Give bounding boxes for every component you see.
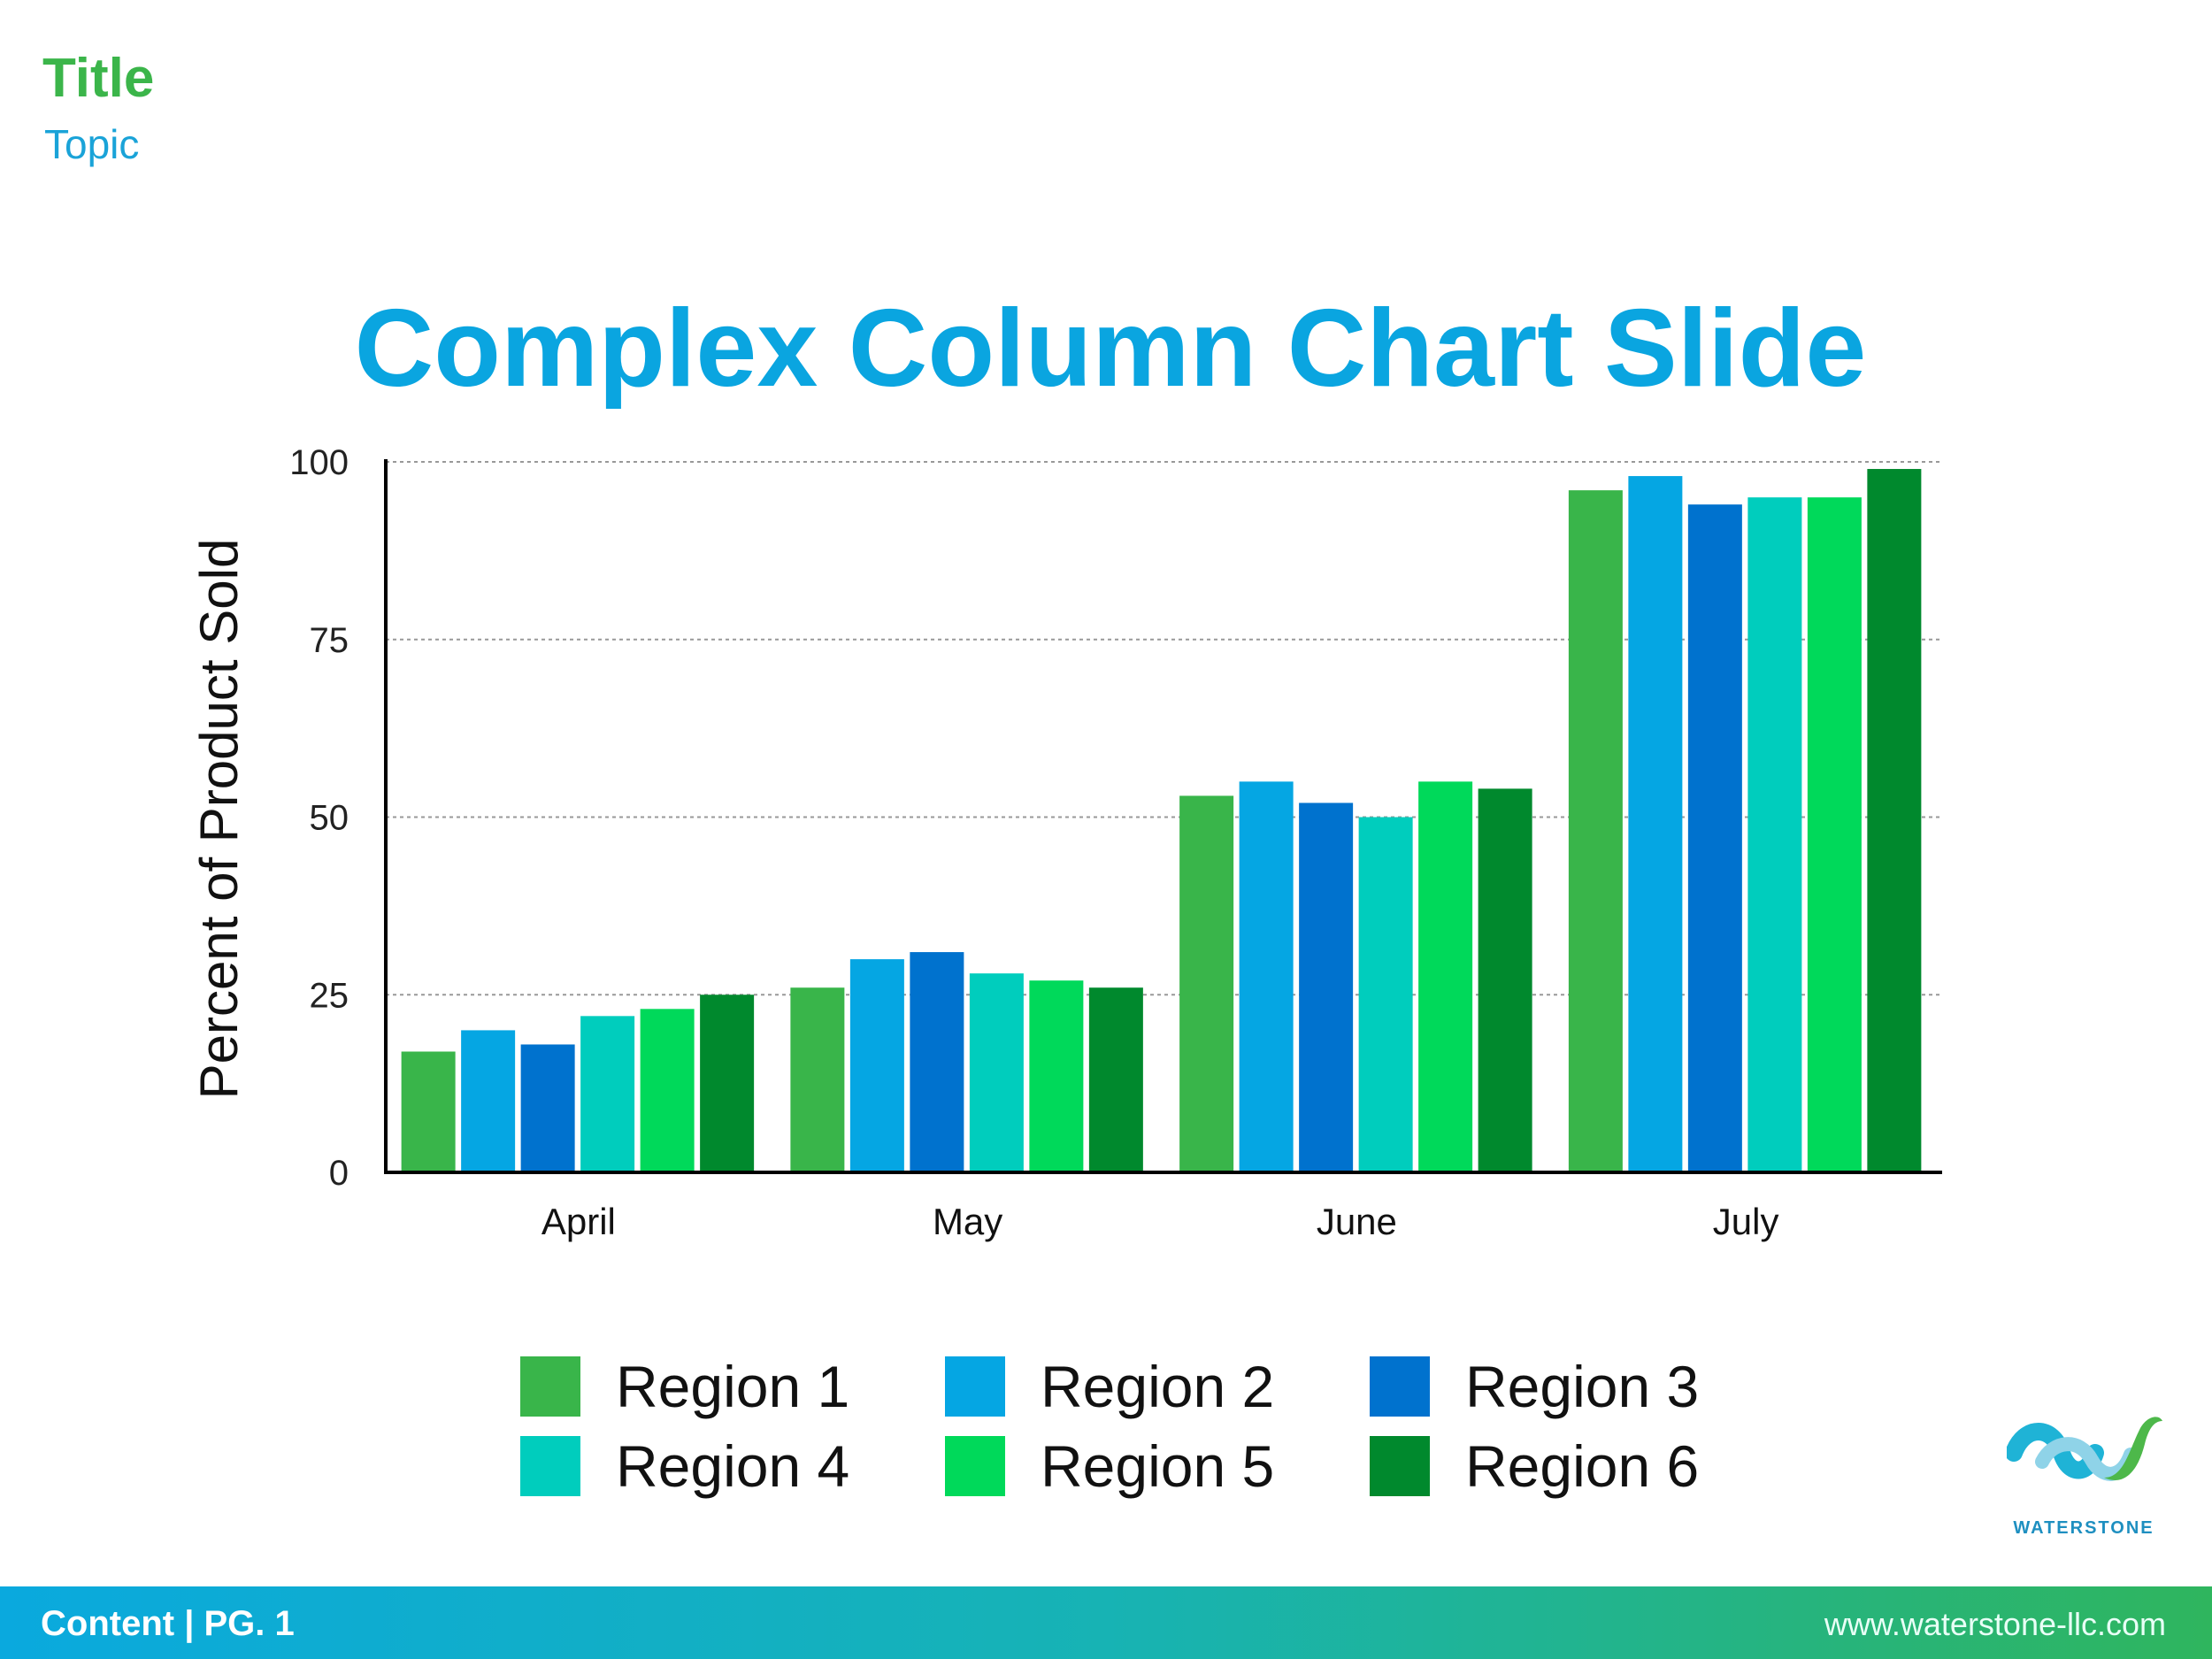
bar-region-6-june xyxy=(1478,788,1532,1172)
legend-swatch xyxy=(520,1436,580,1496)
bar-region-1-may xyxy=(790,987,845,1172)
legend-swatch xyxy=(520,1356,580,1417)
x-tick-label: April xyxy=(541,1201,616,1242)
x-tick-label: June xyxy=(1317,1201,1397,1242)
x-tick-label: May xyxy=(933,1201,1002,1242)
bar-region-3-june xyxy=(1299,803,1354,1172)
legend-label: Region 4 xyxy=(616,1433,850,1499)
y-tick-label: 0 xyxy=(329,1154,349,1193)
legend-label: Region 6 xyxy=(1465,1433,1700,1499)
chart-legend: Region 1 Region 2 Region 3 Region 4 Region 5… xyxy=(520,1356,1803,1506)
column-chart: 0 25 50 75 100 April May June July Percent of Pro… xyxy=(189,443,1942,1242)
bar-region-4-may xyxy=(969,973,1024,1172)
bar-region-2-may xyxy=(849,959,904,1172)
bar-region-5-may xyxy=(1029,980,1084,1172)
waterstone-logo xyxy=(2007,1417,2162,1481)
bar-region-3-april xyxy=(520,1044,575,1172)
footer-page-label: Content | PG. 1 xyxy=(41,1604,295,1643)
logo-text: WATERSTONE xyxy=(2013,1518,2154,1538)
bar-region-2-april xyxy=(461,1030,516,1172)
bar-region-3-july xyxy=(1687,504,1742,1172)
bar-region-3-may xyxy=(910,952,964,1172)
legend-label: Region 5 xyxy=(1041,1433,1275,1499)
legend-item: Region 1 xyxy=(520,1356,849,1417)
legend-swatch xyxy=(945,1436,1005,1496)
bar-region-5-july xyxy=(1807,497,1862,1172)
footer-bar: Content | PG. 1 www.waterstone-llc.com xyxy=(0,1586,2212,1659)
bar-region-1-july xyxy=(1568,490,1623,1172)
bar-region-6-july xyxy=(1867,469,1922,1172)
legend-label: Region 3 xyxy=(1465,1354,1700,1419)
legend-label: Region 1 xyxy=(616,1354,850,1419)
x-tick-label: July xyxy=(1713,1201,1779,1242)
y-tick-label: 50 xyxy=(310,799,349,838)
legend-item: Region 5 xyxy=(945,1435,1274,1497)
legend-label: Region 2 xyxy=(1041,1354,1275,1419)
legend-swatch xyxy=(1370,1356,1430,1417)
legend-item: Region 4 xyxy=(520,1435,849,1497)
y-tick-label: 100 xyxy=(289,443,349,482)
legend-swatch xyxy=(1370,1436,1430,1496)
bar-region-6-may xyxy=(1088,987,1143,1172)
y-tick-label: 75 xyxy=(310,621,349,660)
header-title: Title xyxy=(42,48,155,109)
bar-region-5-april xyxy=(640,1009,695,1172)
y-tick-label: 25 xyxy=(310,976,349,1015)
bar-region-5-june xyxy=(1418,781,1473,1172)
header-topic: Topic xyxy=(44,121,140,167)
bar-region-6-april xyxy=(700,995,755,1172)
legend-swatch xyxy=(945,1356,1005,1417)
bar-region-4-june xyxy=(1358,817,1413,1172)
bar-region-4-july xyxy=(1747,497,1802,1172)
legend-item: Region 3 xyxy=(1370,1356,1699,1417)
legend-item: Region 2 xyxy=(945,1356,1274,1417)
bar-region-1-june xyxy=(1179,795,1234,1172)
bar-region-2-july xyxy=(1628,476,1683,1172)
bar-region-1-april xyxy=(401,1051,456,1172)
bar-region-2-june xyxy=(1239,781,1294,1172)
footer-website[interactable]: www.waterstone-llc.com xyxy=(1824,1606,2166,1642)
bar-region-4-april xyxy=(580,1016,635,1172)
legend-item: Region 6 xyxy=(1370,1435,1699,1497)
y-axis-label: Percent of Product Sold xyxy=(189,539,249,1100)
chart-title: Complex Column Chart Slide xyxy=(354,288,1867,410)
